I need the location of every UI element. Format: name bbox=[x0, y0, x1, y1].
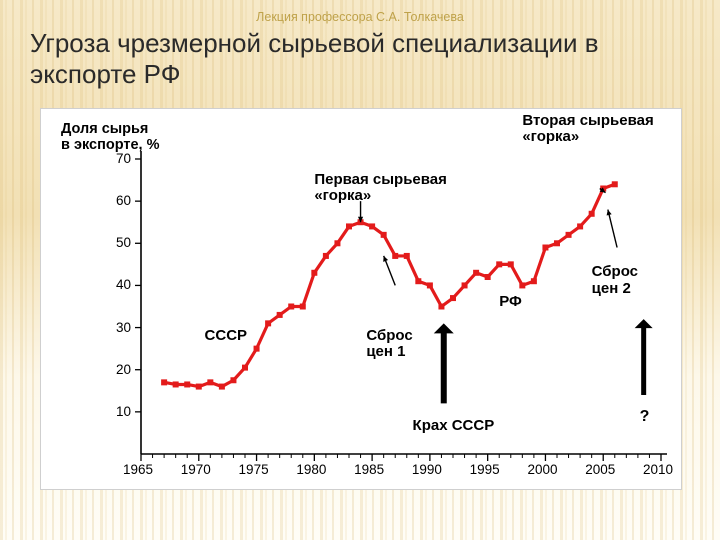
ytick-10: 10 bbox=[116, 404, 131, 419]
xtick-1965: 1965 bbox=[123, 462, 153, 477]
xtick-2005: 2005 bbox=[585, 462, 615, 477]
chart-panel: 10 20 30 40 50 60 70 1965 1970 1975 1980 1985 1990 19… bbox=[40, 108, 682, 490]
y-axis-title: Доля сырья в экспорте, % bbox=[61, 121, 159, 153]
ann-question: ? bbox=[640, 408, 650, 425]
ytick-70: 70 bbox=[116, 151, 131, 166]
xtick-2000: 2000 bbox=[527, 462, 557, 477]
xtick-1995: 1995 bbox=[470, 462, 500, 477]
ann-drop2: Сброс цен 2 bbox=[592, 264, 638, 296]
ytick-20: 20 bbox=[116, 362, 131, 377]
xtick-1985: 1985 bbox=[354, 462, 384, 477]
chart-area: 10 20 30 40 50 60 70 1965 1970 1975 1980 1985 1990 19… bbox=[41, 109, 681, 489]
ytick-50: 50 bbox=[116, 235, 131, 250]
ann-rf: РФ bbox=[499, 294, 522, 310]
chart-svg bbox=[41, 109, 681, 489]
ytick-40: 40 bbox=[116, 277, 131, 292]
ann-ussr: СССР bbox=[205, 328, 248, 344]
xtick-1980: 1980 bbox=[296, 462, 326, 477]
ann-crash: Крах СССР bbox=[413, 418, 495, 434]
ann-peak1: Первая сырьевая «горка» bbox=[314, 172, 447, 204]
ann-drop1: Сброс цен 1 bbox=[366, 328, 412, 360]
ann-peak2: Вторая сырьевая «горка» bbox=[522, 113, 653, 145]
ytick-30: 30 bbox=[116, 320, 131, 335]
xtick-1970: 1970 bbox=[181, 462, 211, 477]
ytick-60: 60 bbox=[116, 193, 131, 208]
crash-arrow bbox=[434, 323, 454, 403]
xtick-2010: 2010 bbox=[643, 462, 673, 477]
page-title: Угроза чрезмерной сырьевой специализации… bbox=[30, 28, 700, 89]
xtick-1990: 1990 bbox=[412, 462, 442, 477]
lecture-line: Лекция профессора С.А. Толкачева bbox=[0, 10, 720, 24]
xtick-1975: 1975 bbox=[239, 462, 269, 477]
question-arrow bbox=[635, 319, 653, 395]
